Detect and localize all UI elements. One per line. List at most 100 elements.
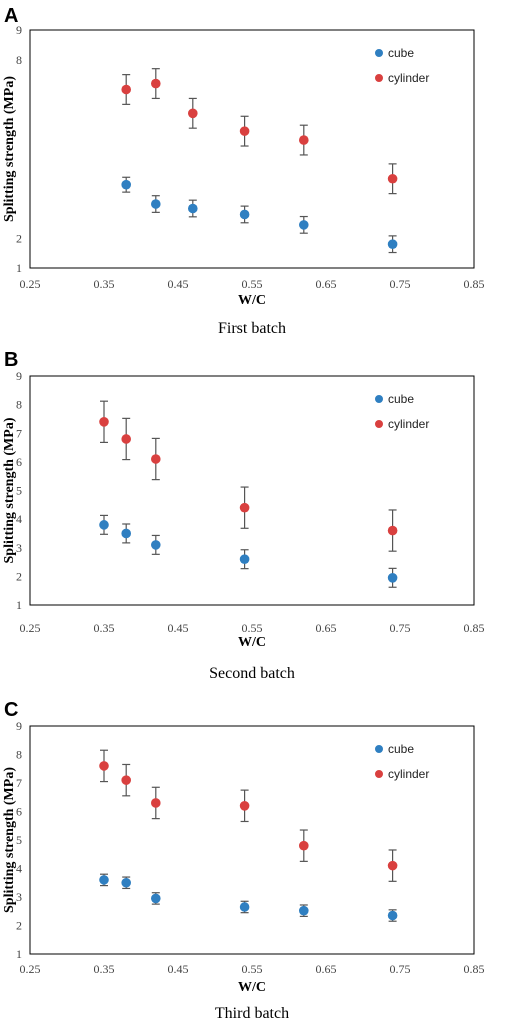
panel-letter: B <box>4 349 18 371</box>
data-point <box>387 239 398 249</box>
chart-panel-b: B 0.25 0.35 0.45 0.55 0.65 0.75 0.85 1 2 3 4 5 6 7 8 9 W/… <box>2 349 485 682</box>
data-point <box>239 209 250 220</box>
y-tick-label: 2 <box>16 919 22 933</box>
data-point <box>121 877 131 888</box>
y-tick-label: 4 <box>16 512 22 526</box>
panel-letter: C <box>4 699 18 721</box>
panel-caption: First batch <box>218 320 286 337</box>
data-point <box>121 434 131 444</box>
x-tick-label: 0.25 <box>20 277 41 291</box>
legend-marker-cube <box>375 745 383 753</box>
legend-marker-cube <box>375 49 383 57</box>
data-point <box>99 761 109 771</box>
x-axis-title: W/C <box>238 635 266 650</box>
data-point <box>387 860 398 871</box>
y-tick-label: 8 <box>16 53 22 67</box>
x-tick-label: 0.75 <box>390 277 411 291</box>
legend-label-cube: cube <box>388 392 414 406</box>
data-point <box>121 528 131 539</box>
y-tick-label: 3 <box>16 890 22 904</box>
data-point <box>121 84 131 95</box>
data-point <box>151 454 161 464</box>
x-tick-label: 0.35 <box>94 621 115 635</box>
x-tick-label: 0.85 <box>464 962 485 976</box>
y-tick-label: 1 <box>16 598 22 612</box>
data-point <box>151 893 161 904</box>
y-tick-label: 6 <box>16 805 22 819</box>
y-tick-label: 3 <box>16 541 22 555</box>
y-axis-title: Splitting strength (MPa) <box>2 767 17 913</box>
legend-label-cylinder: cylinder <box>388 767 429 781</box>
y-tick-label: 5 <box>16 833 22 847</box>
series-cylinder <box>99 400 398 552</box>
x-tick-label: 0.85 <box>464 277 485 291</box>
legend-label-cylinder: cylinder <box>388 71 429 85</box>
data-point <box>151 540 161 550</box>
data-point <box>299 840 309 851</box>
legend-label-cube: cube <box>388 46 414 60</box>
x-tick-label: 0.75 <box>390 962 411 976</box>
y-tick-label: 7 <box>16 776 22 790</box>
x-tick-label: 0.75 <box>390 621 411 635</box>
x-tick-label: 0.65 <box>316 621 337 635</box>
data-point <box>151 798 161 808</box>
data-point <box>387 573 398 583</box>
x-tick-label: 0.65 <box>316 962 337 976</box>
legend-marker-cylinder <box>375 74 383 82</box>
legend-label-cube: cube <box>388 742 414 756</box>
y-tick-label: 2 <box>16 569 22 583</box>
data-point <box>299 220 309 230</box>
y-tick-label: 9 <box>16 719 22 733</box>
data-point <box>239 126 250 136</box>
y-tick-label: 7 <box>16 426 22 440</box>
x-tick-label: 0.45 <box>168 962 189 976</box>
data-point <box>387 173 398 184</box>
x-tick-label: 0.25 <box>20 621 41 635</box>
data-point <box>299 905 309 916</box>
x-tick-label: 0.55 <box>242 962 263 976</box>
y-tick-label: 2 <box>16 231 22 245</box>
x-axis-title: W/C <box>238 980 266 995</box>
x-tick-label: 0.45 <box>168 621 189 635</box>
x-tick-label: 0.45 <box>168 277 189 291</box>
data-point <box>387 525 398 536</box>
y-tick-label: 9 <box>16 369 22 383</box>
x-tick-label: 0.65 <box>316 277 337 291</box>
series-cube <box>121 176 398 254</box>
y-tick-label: 4 <box>16 862 22 876</box>
data-point <box>99 520 109 530</box>
x-tick-label: 0.35 <box>94 277 115 291</box>
data-point <box>239 801 250 811</box>
series-cube <box>99 873 398 922</box>
data-point <box>387 910 398 921</box>
data-point <box>121 775 131 785</box>
legend-label-cylinder: cylinder <box>388 417 429 431</box>
panel-caption: Second batch <box>209 665 295 682</box>
series-cube <box>99 514 398 588</box>
data-point <box>188 203 198 214</box>
plot-frame <box>29 375 475 606</box>
data-point <box>99 417 109 427</box>
data-point <box>239 554 250 564</box>
x-tick-label: 0.55 <box>242 621 263 635</box>
y-tick-label: 9 <box>16 23 22 37</box>
panel-caption: Third batch <box>215 1005 289 1022</box>
y-tick-label: 6 <box>16 455 22 469</box>
data-point <box>121 179 131 190</box>
data-point <box>188 108 198 119</box>
series-cylinder <box>121 68 398 195</box>
x-tick-label: 0.25 <box>20 962 41 976</box>
y-tick-label: 8 <box>16 398 22 412</box>
y-tick-label: 1 <box>16 947 22 961</box>
panel-letter: A <box>4 5 18 27</box>
y-tick-label: 8 <box>16 748 22 762</box>
x-tick-label: 0.85 <box>464 621 485 635</box>
x-axis-title: W/C <box>238 293 266 308</box>
y-axis-title: Splitting strength (MPa) <box>2 76 17 222</box>
data-point <box>99 875 109 885</box>
x-tick-label: 0.35 <box>94 962 115 976</box>
plot-frame <box>29 29 475 269</box>
data-point <box>239 502 250 513</box>
data-point <box>299 135 309 145</box>
legend-marker-cylinder <box>375 770 383 778</box>
